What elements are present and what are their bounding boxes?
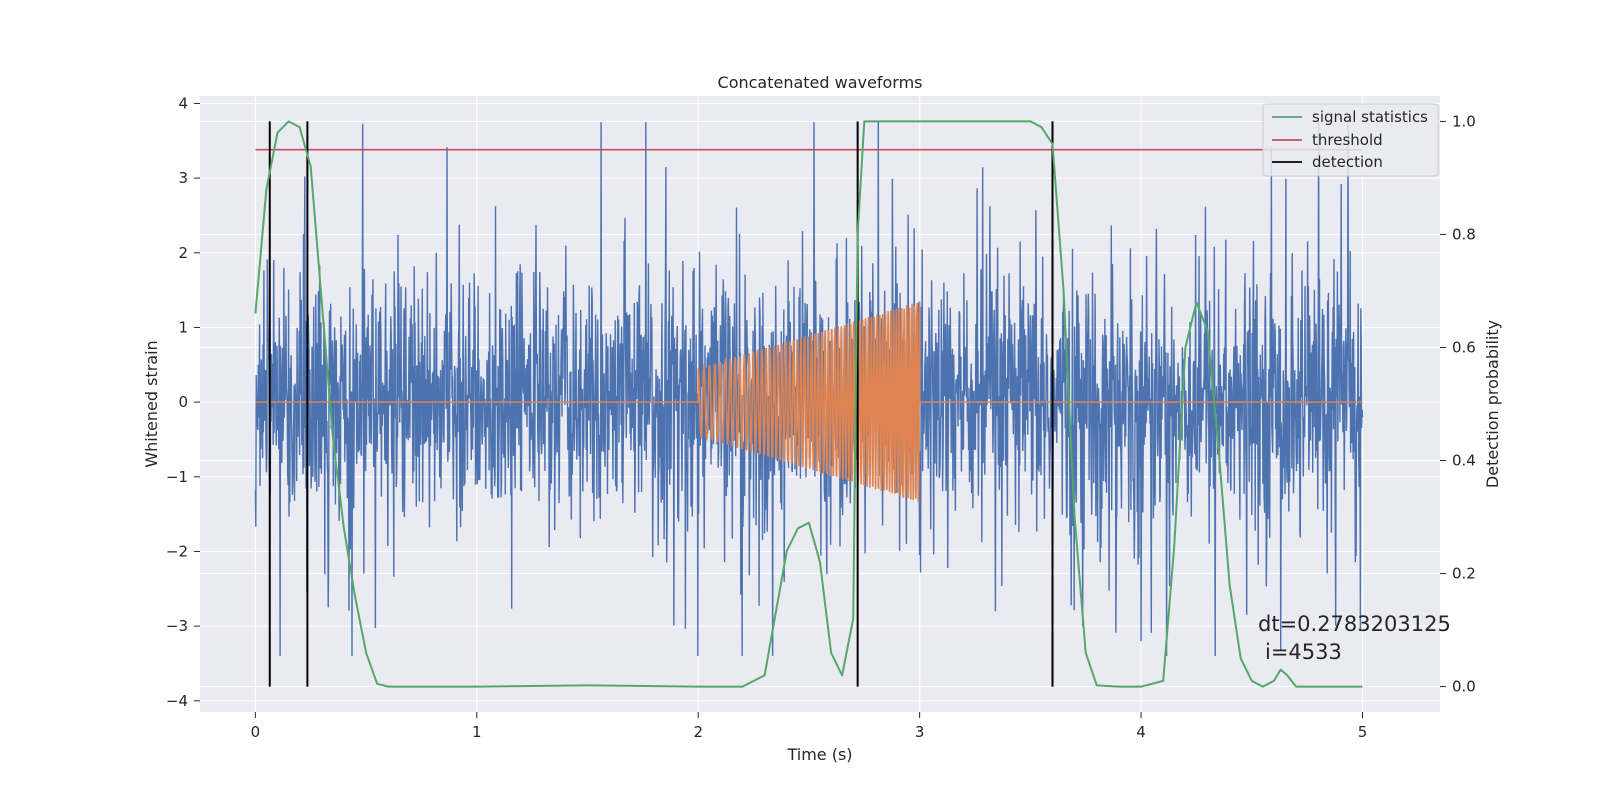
y-axis-ticks: −4 −3 −2 −1 0 1 2 3 4 (166, 94, 200, 710)
legend-label-threshold: threshold (1312, 131, 1383, 149)
y2-tick-label-3: 0.6 (1452, 338, 1476, 356)
x-tick-label-0: 0 (251, 723, 261, 741)
x-axis-label: Time (s) (786, 745, 852, 764)
y2-axis-label: Detection probability (1483, 320, 1502, 488)
y2-tick-label-0: 0.0 (1452, 678, 1476, 696)
y-tick-label-0: −4 (166, 692, 188, 710)
signal-statistics-line (254, 120, 1363, 688)
y-tick-label-4: 0 (178, 393, 188, 411)
chart-title: Concatenated waveforms (718, 73, 923, 92)
legend-box (1262, 103, 1439, 177)
x-tick-label-1: 1 (472, 723, 482, 741)
y2-tick-label-5: 1.0 (1452, 112, 1476, 130)
annotation-index: i=4533 (1265, 640, 1342, 664)
legend-label-signal-statistics: signal statistics (1312, 108, 1428, 126)
y-tick-label-6: 2 (178, 244, 188, 262)
x-tick-label-4: 4 (1136, 723, 1146, 741)
x-axis-ticks: 0 1 2 3 4 5 (251, 712, 1368, 741)
y-tick-label-1: −3 (166, 617, 188, 635)
x-tick-label-2: 2 (693, 723, 703, 741)
y-tick-label-8: 4 (178, 94, 188, 112)
y-axis-label: Whitened strain (142, 340, 161, 467)
detection-series (268, 121, 1054, 687)
y2-axis-ticks: 0.0 0.2 0.4 0.6 0.8 1.0 (1440, 112, 1476, 696)
y-tick-label-3: −1 (166, 468, 188, 486)
legend-label-detection: detection (1312, 153, 1383, 171)
x-tick-label-5: 5 (1358, 723, 1368, 741)
x-tick-label-3: 3 (915, 723, 925, 741)
y-tick-label-7: 3 (178, 169, 188, 187)
y-tick-label-5: 1 (178, 318, 188, 336)
legend: signal statistics threshold detection (1262, 103, 1439, 177)
y2-tick-label-4: 0.8 (1452, 225, 1476, 243)
signal-statistics-series (254, 120, 1363, 688)
annotation-dt: dt=0.2783203125 (1258, 612, 1451, 636)
y2-tick-label-2: 0.4 (1452, 452, 1476, 470)
template-series (255, 301, 1363, 503)
y2-tick-label-1: 0.2 (1452, 565, 1476, 583)
y-tick-label-2: −2 (166, 542, 188, 560)
template-line (255, 301, 1363, 503)
